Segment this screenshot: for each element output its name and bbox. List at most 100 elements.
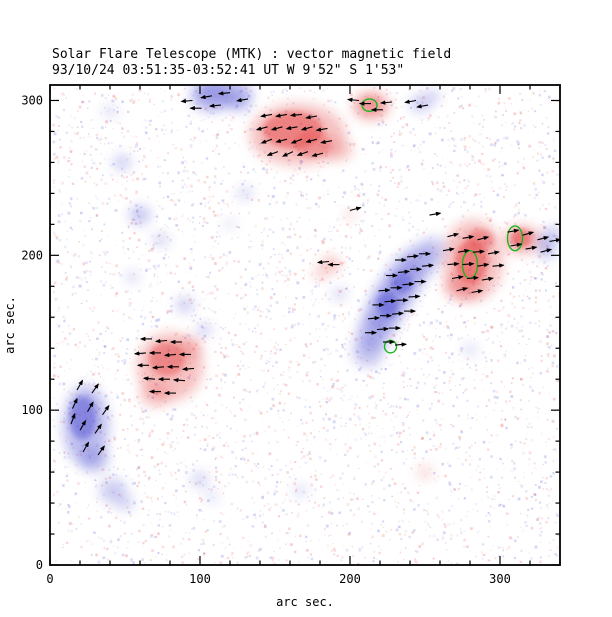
x-tick-label: 0 (46, 572, 53, 586)
field-vector-arrow (266, 151, 279, 156)
field-vector-arrow (91, 383, 99, 394)
field-vector-arrow (457, 248, 470, 254)
field-vector-arrow (477, 235, 490, 241)
negative-flux-blob (102, 105, 118, 118)
positive-flux-blob (351, 92, 391, 121)
field-vector-arrow (181, 366, 195, 372)
field-vector-arrow (200, 94, 213, 100)
field-vector-arrow (72, 397, 78, 409)
y-tick-label: 300 (21, 93, 43, 107)
field-vector-arrow (275, 138, 288, 144)
field-vector-arrow (270, 126, 283, 131)
field-vector-arrow (300, 126, 313, 131)
y-axis-label: arc sec. (3, 296, 17, 354)
field-vector-arrow (477, 262, 490, 268)
negative-flux-blob (81, 447, 109, 473)
negative-flux-blob (377, 290, 398, 319)
negative-flux-blob (332, 287, 347, 301)
field-vector-arrow (349, 206, 362, 211)
negative-flux-blob (113, 154, 131, 171)
field-vector-arrow (384, 299, 397, 304)
field-vector-arrow (255, 126, 268, 131)
field-vector-arrow (378, 288, 391, 293)
field-vector-arrow (180, 98, 193, 104)
negative-flux-blob (176, 297, 194, 313)
negative-flux-blob (206, 490, 218, 504)
field-vector-arrow (172, 377, 186, 383)
negative-flux-blob (153, 233, 169, 247)
field-vector-arrow (408, 294, 421, 299)
flux-blob-layer (63, 85, 560, 511)
x-tick-label: 100 (189, 572, 211, 586)
positive-flux-blob (177, 337, 202, 360)
positive-flux-blob (294, 129, 331, 158)
positive-flux-blob (444, 272, 481, 301)
field-vector-arrow (537, 235, 550, 241)
field-vector-arrow (217, 91, 231, 96)
field-vector-arrow (472, 249, 486, 254)
field-vector-arrow (70, 412, 76, 425)
field-vector-arrow (391, 311, 405, 316)
field-vector-arrow (236, 97, 249, 103)
field-vector-arrow (97, 445, 105, 456)
negative-flux-blob (116, 495, 134, 511)
plot-subtitle: 93/10/24 03:51:35-03:52:41 UT W 9'52" S … (52, 63, 404, 78)
field-vector-arrow (296, 151, 309, 156)
field-vector-arrow (525, 245, 538, 251)
flare-kernel-contour (506, 225, 524, 252)
field-vector-arrow (442, 247, 455, 252)
field-vector-arrow (394, 342, 408, 347)
y-tick-label: 200 (21, 248, 43, 262)
field-vector-arrow (406, 254, 420, 259)
field-vector-arrow (311, 152, 324, 157)
field-vector-arrow (429, 211, 442, 217)
field-vector-arrow (94, 423, 102, 434)
field-vector-arrow (163, 352, 177, 358)
field-vector-arrow (142, 376, 156, 381)
negative-flux-blob (425, 89, 440, 103)
positive-flux-blob (344, 210, 356, 220)
negative-flux-blob (197, 323, 212, 336)
field-vector-arrow (305, 138, 318, 144)
field-vector-arrow (275, 113, 288, 118)
field-vector-arrow (285, 125, 298, 131)
x-tick-label: 200 (339, 572, 361, 586)
field-vector-arrow (510, 242, 523, 248)
field-vector-arrow (102, 404, 110, 416)
negative-flux-blob (546, 225, 560, 242)
negative-flux-blob (237, 187, 253, 200)
field-vector-arrow (260, 138, 273, 144)
field-vector-arrow (471, 289, 484, 294)
field-vector-arrow (456, 287, 469, 292)
negative-flux-blob (293, 484, 308, 497)
negative-flux-blob (462, 343, 478, 356)
positive-flux-blob (416, 464, 434, 480)
negative-flux-blob (392, 270, 413, 293)
field-vector-arrow (76, 379, 84, 391)
field-vector-arrow (549, 238, 560, 243)
field-vector-arrow (492, 263, 505, 268)
field-vector-arrow (451, 275, 464, 280)
field-vector-arrow (376, 326, 390, 332)
field-vector-arrow (447, 261, 460, 267)
field-vector-arrow (133, 351, 147, 356)
y-tick-label: 0 (36, 558, 43, 572)
x-axis-label: arc sec. (276, 595, 334, 609)
field-vector-arrow (315, 127, 328, 132)
negative-flux-blob (224, 219, 236, 230)
field-vector-arrow (379, 100, 393, 105)
vector-arrow-layer (70, 91, 560, 456)
field-vector-arrow (151, 365, 165, 370)
field-vector-arrow (316, 259, 330, 265)
field-vector-arrow (260, 113, 273, 118)
field-vector-arrow (305, 114, 318, 120)
plot-title: Solar Flare Telescope (MTK) : vector mag… (52, 47, 451, 62)
field-vector-arrow (79, 419, 87, 431)
field-vector-arrow (346, 97, 360, 103)
field-vector-arrow (154, 338, 168, 344)
field-vector-arrow (522, 231, 535, 236)
field-vector-arrow (481, 276, 494, 282)
field-vector-arrow (462, 234, 475, 240)
field-vector-arrow (540, 248, 553, 253)
